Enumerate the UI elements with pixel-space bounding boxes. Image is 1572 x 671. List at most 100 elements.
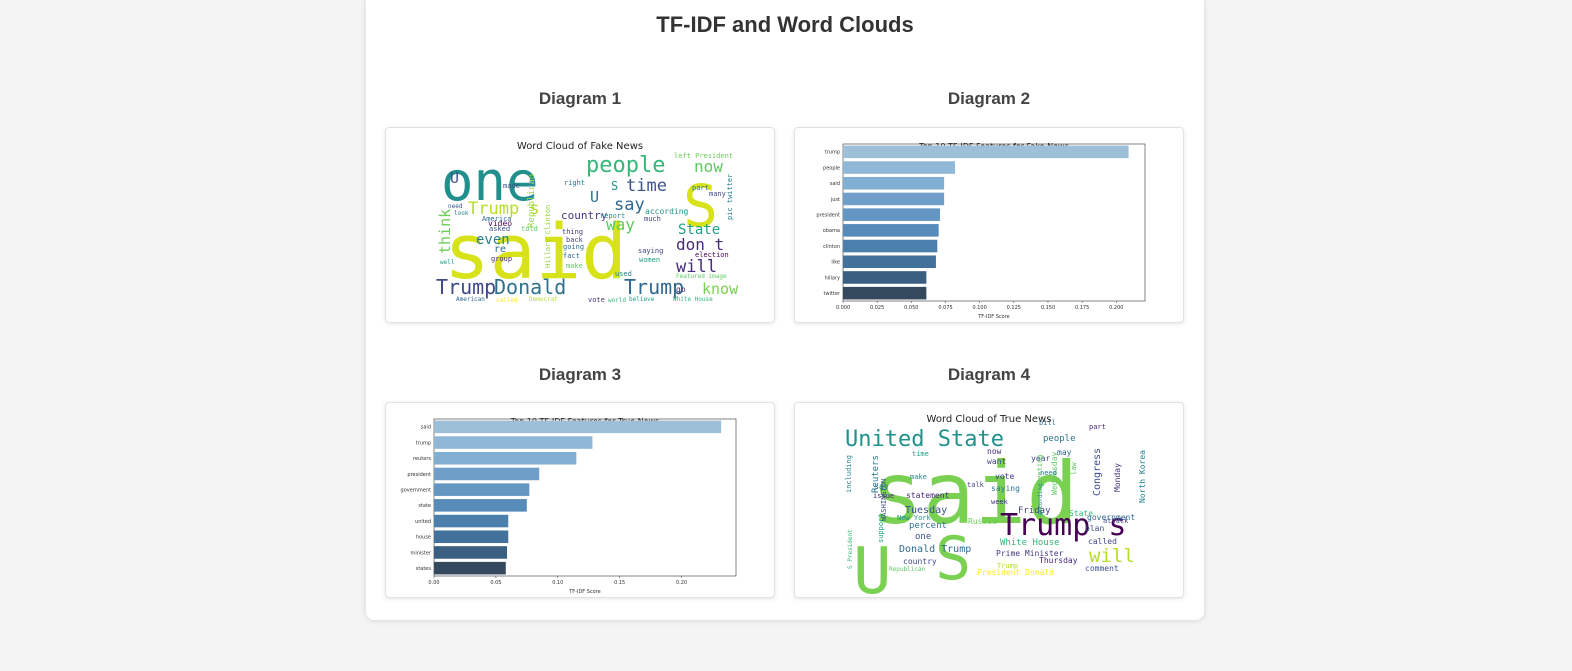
wordcloud-word: Featured image <box>676 273 727 280</box>
wordcloud-word: make <box>910 473 927 481</box>
xtick-label: 0.075 <box>938 305 952 311</box>
wordcloud-word: Wednesday <box>1050 451 1059 495</box>
ytick-label: president <box>816 212 840 218</box>
wordcloud-word: American <box>456 296 485 303</box>
xtick-label: 0.000 <box>836 305 850 311</box>
wordcloud-word: now <box>987 447 1002 456</box>
wordcloud-word: U <box>853 535 892 597</box>
xtick-label: 0.025 <box>870 305 884 311</box>
bar <box>843 145 1129 159</box>
bar <box>434 530 509 544</box>
wordcloud-word: law <box>1070 462 1078 475</box>
wordcloud-word: don t <box>676 235 724 254</box>
wordcloud-word: think <box>436 209 454 254</box>
wordcloud-word: asked <box>489 225 510 233</box>
wordcloud-word: will <box>676 257 717 277</box>
wordcloud-word: including <box>845 455 853 493</box>
diagram-1-heading: Diagram 1 <box>538 89 622 108</box>
wordcloud-word: Trump s <box>1000 508 1126 543</box>
wordcloud-word: attack <box>1103 517 1129 525</box>
ytick-label: president <box>407 472 431 478</box>
wordcloud-word: way <box>606 215 635 234</box>
wordcloud-word: S <box>935 524 971 594</box>
wordcloud-word: told <box>521 225 538 233</box>
diagram-3-heading: Diagram 3 <box>538 365 622 384</box>
diagram-3-card[interactable]: Top 10 TF-IDF Features for True News sai… <box>385 402 775 598</box>
wordcloud-word: will <box>1089 545 1135 567</box>
wordcloud-word: Congress <box>1092 448 1103 496</box>
bar <box>843 239 938 253</box>
wordcloud-word: White House <box>673 296 713 303</box>
diagram-2-card[interactable]: Top 10 TF-IDF Features for Fake News tru… <box>794 127 1184 323</box>
true-tfidf-chart: Top 10 TF-IDF Features for True News sai… <box>401 417 737 595</box>
wordcloud-word: S <box>683 172 718 240</box>
bar <box>843 255 936 269</box>
ytick-label: trump <box>825 150 840 156</box>
wordcloud-word: need <box>1040 469 1057 477</box>
wordcloud-word: re <box>494 244 506 255</box>
fake-chart-xlabel: TF-IDF Score <box>977 314 1010 320</box>
wordcloud-word: talk <box>967 481 985 489</box>
wordcloud-word: Thursday <box>1039 556 1078 565</box>
plot-frame <box>842 143 1146 302</box>
wordcloud-word: U <box>450 169 459 187</box>
wordcloud-word: used <box>615 270 632 278</box>
ytick-label: minister <box>410 550 431 556</box>
ytick-label: states <box>416 566 432 572</box>
wordcloud-word: support <box>877 513 885 543</box>
wordcloud-word: need <box>448 203 463 210</box>
wordcloud-word: according <box>645 207 689 216</box>
bar <box>843 161 956 174</box>
bar <box>843 286 927 300</box>
wordcloud-word: Trump <box>624 275 684 299</box>
xtick-label: 0.20 <box>676 580 687 586</box>
wordcloud-word: Trump <box>997 562 1018 570</box>
wordcloud-word: believe <box>629 296 655 303</box>
wordcloud-word: many <box>709 190 726 198</box>
wordcloud-word: Republican <box>889 566 926 573</box>
ytick-label: said <box>421 425 431 431</box>
wordcloud-word: back <box>566 236 584 244</box>
ytick-label: just <box>830 197 840 203</box>
wordcloud-word: may <box>1057 448 1072 457</box>
wordcloud-word: part <box>692 184 709 192</box>
wordcloud-word: White House <box>1000 538 1060 548</box>
wordcloud-word: video <box>488 219 512 228</box>
bar <box>434 483 530 496</box>
wordcloud-word: group <box>491 255 512 263</box>
wordcloud-word: meeting <box>1036 454 1044 484</box>
wordcloud-word: country <box>903 557 937 566</box>
xtick-label: 0.10 <box>552 580 563 586</box>
wordcloud-word: election <box>695 251 729 259</box>
wordcloud-word: Trump <box>436 275 496 299</box>
xtick-label: 0.150 <box>1041 305 1055 311</box>
wordcloud-word: one <box>915 532 931 542</box>
wordcloud-word: week <box>991 498 1009 506</box>
bar <box>434 514 509 528</box>
ytick-label: like <box>831 260 840 266</box>
page-title: TF-IDF and Word Clouds <box>656 12 914 37</box>
wordcloud-word: well <box>440 259 455 266</box>
wordcloud-word: Friday <box>1018 506 1051 516</box>
wordcloud-word: now <box>694 157 723 176</box>
xtick-label: 0.200 <box>1109 305 1123 311</box>
xtick-label: 0.175 <box>1075 305 1089 311</box>
bar <box>434 467 540 481</box>
xtick-label: 0.00 <box>428 580 439 586</box>
wordcloud-word: U <box>590 188 599 206</box>
diagram-4-card[interactable]: Word Cloud of True News said U S United Sta… <box>794 402 1184 598</box>
wordcloud-word: Monday <box>1113 463 1122 492</box>
wordcloud-word: said <box>871 444 1078 544</box>
wordcloud-word: Prime Minister <box>996 549 1064 558</box>
wordcloud-word: time <box>912 450 929 458</box>
xtick-label: 0.125 <box>1007 305 1021 311</box>
wordcloud-word: Donald <box>494 275 566 299</box>
xtick-label: 0.15 <box>614 580 625 586</box>
wordcloud-word: government <box>1087 513 1135 522</box>
bar <box>434 546 508 559</box>
wordcloud-word: report <box>600 212 625 220</box>
ytick-label: trump <box>416 440 431 446</box>
wordcloud-word: even <box>476 232 510 248</box>
